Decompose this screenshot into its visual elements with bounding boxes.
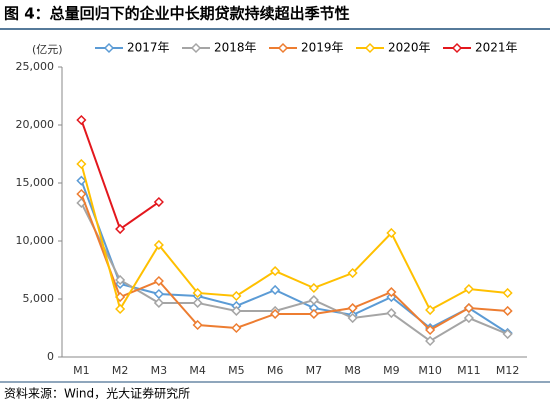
x-tick-label: M12 [496,364,520,377]
point [153,288,164,300]
point [115,274,126,286]
legend-marker [277,42,289,54]
point [425,335,436,347]
point [270,265,281,277]
point [76,175,87,186]
point [347,267,358,279]
point [192,297,203,309]
point [308,294,319,306]
chart-title: 图 4：总量回归下的企业中长期贷款持续超出季节性 [4,5,350,23]
x-tick-label: M3 [151,364,168,377]
x-tick-label: M1 [73,364,90,377]
source: 资料来源：Wind，光大证券研究所 [4,386,190,401]
legend-label: 2021年 [475,41,518,55]
legend-label: 2019年 [301,41,344,55]
point [192,287,203,299]
legend-label: 2020年 [388,41,431,55]
point [463,283,474,295]
point [502,328,513,340]
point [153,196,164,208]
point [231,305,242,317]
point [231,290,242,302]
y-tick-label: 5,000 [23,292,55,305]
x-tick-label: M4 [189,364,206,377]
x-tick-label: M10 [418,364,442,377]
x-tick-label: M9 [383,364,400,377]
point [425,324,436,336]
y-tick-label: 20,000 [16,118,55,131]
point [308,282,319,294]
x-tick-label: M2 [112,364,129,377]
legend-marker [103,42,115,54]
y-tick-label: 0 [47,350,54,363]
point [270,308,281,320]
point [115,223,126,235]
point [347,312,358,324]
point [463,302,474,314]
x-tick-label: M7 [306,364,323,377]
legend-marker [364,42,376,54]
x-tick-label: M11 [457,364,481,377]
series-line [80,180,509,334]
legend-label: 2018年 [214,41,257,55]
point [463,312,474,324]
point [76,114,87,126]
legend-marker [451,42,463,54]
y-tick-label: 15,000 [16,176,55,189]
point [502,287,513,299]
legend-label: 2017年 [127,41,170,55]
point [192,319,203,331]
y-axis-label: (亿元) [32,43,63,56]
x-tick-label: M5 [228,364,245,377]
point [270,284,281,296]
point [231,322,242,334]
y-tick-label: 25,000 [16,60,55,73]
point [76,188,87,200]
point [308,308,319,320]
legend-marker [190,42,202,54]
point [386,286,397,298]
point [425,304,436,316]
series-line [80,163,508,312]
point [153,239,164,251]
x-tick-label: M6 [267,364,284,377]
point [347,302,358,314]
point [153,275,164,287]
series-line [80,193,508,332]
series-line [80,202,509,343]
point [76,158,87,170]
point [115,303,126,315]
y-tick-label: 10,000 [16,234,55,247]
point [386,307,397,319]
point [386,227,397,239]
point [502,305,513,317]
x-tick-label: M8 [344,364,361,377]
point [153,297,164,309]
